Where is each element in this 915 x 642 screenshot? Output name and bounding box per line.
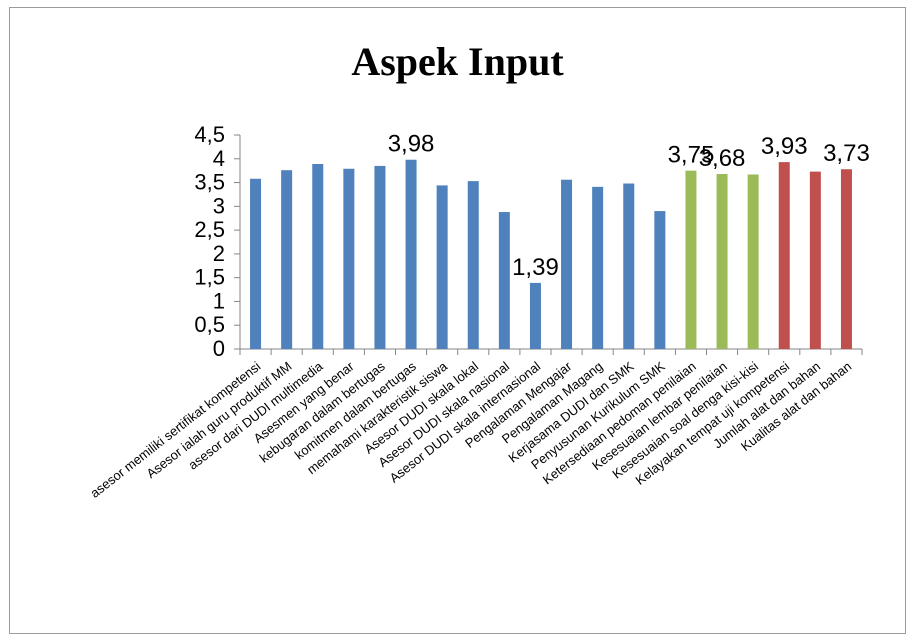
bar xyxy=(654,211,666,349)
bar xyxy=(592,186,604,349)
y-tick-label: 2 xyxy=(213,241,225,266)
bar xyxy=(250,178,262,349)
y-tick-label: 0,5 xyxy=(194,312,225,337)
chart-title: Aspek Input xyxy=(351,39,564,84)
bar xyxy=(467,181,479,349)
data-label: 3,75 xyxy=(668,142,715,169)
data-label: 3,68 xyxy=(699,145,746,172)
y-tick-label: 4 xyxy=(213,146,225,171)
bar xyxy=(623,183,635,349)
bar xyxy=(716,173,728,349)
chart-category-labels: asesor memiliki sertifikat kompetensiAse… xyxy=(87,358,854,501)
data-label: 3,98 xyxy=(388,131,435,158)
chart-data-labels: 3,98 1,39 3,753,68 3,93 3,73 xyxy=(388,131,870,281)
y-tick-label: 2,5 xyxy=(194,217,225,242)
bar xyxy=(840,169,852,349)
bar xyxy=(498,212,510,349)
bar xyxy=(747,174,759,349)
bar xyxy=(343,168,355,349)
bar xyxy=(436,185,448,349)
bar xyxy=(685,170,697,349)
chart-bars xyxy=(250,159,852,349)
y-tick-label: 1 xyxy=(213,288,225,313)
data-label: 3,93 xyxy=(761,133,808,160)
bar xyxy=(529,282,541,349)
y-tick-label: 4,5 xyxy=(194,122,225,147)
bar xyxy=(809,171,821,349)
bar xyxy=(778,162,790,349)
y-tick-label: 3,5 xyxy=(194,170,225,195)
y-tick-label: 0 xyxy=(213,336,225,361)
y-tick-label: 1,5 xyxy=(194,265,225,290)
bar xyxy=(561,179,573,349)
bar xyxy=(405,159,417,349)
y-tick-label: 3 xyxy=(213,193,225,218)
data-label: 3,73 xyxy=(823,140,870,167)
bar xyxy=(374,165,386,349)
bar xyxy=(281,170,293,349)
bar xyxy=(312,164,324,349)
data-label: 1,39 xyxy=(512,254,559,281)
chart-axes: 00,511,522,533,544,5 xyxy=(194,122,863,361)
